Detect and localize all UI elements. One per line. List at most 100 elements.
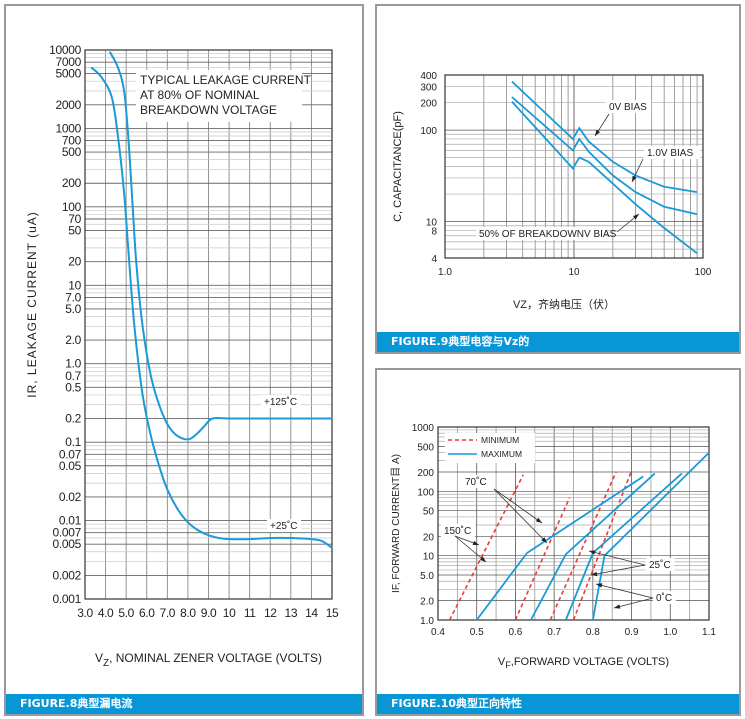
y-tick-label: 5.0 [65, 302, 81, 316]
y-tick-label: 0.2 [65, 412, 81, 426]
temp-label-70c-bg [462, 475, 491, 488]
series-label-1v-bias-bg [644, 146, 701, 159]
legend-bg [445, 433, 535, 463]
series-label-50pct-bias-bg [476, 227, 606, 240]
pointer-150c-b-head [479, 556, 486, 562]
x-tick-label: 15 [326, 606, 339, 620]
series-line-plus125c [108, 51, 332, 441]
annotation-bg [136, 70, 302, 122]
figure-8-caption: FIGURE.8典型漏电流 [6, 694, 362, 714]
temp-label-0c-bg [653, 591, 676, 604]
y-tick-label: 2000 [56, 98, 82, 112]
y-axis-title: IR, LEAKAGE CURRENT (uA) [25, 211, 39, 397]
pointer-70c-b [493, 488, 548, 544]
y-tick-label: 0.7 [65, 369, 81, 383]
y-tick-label: 0.005 [52, 537, 81, 551]
series-line-0-c-maximum [592, 451, 710, 621]
pointer-25c-a [588, 550, 646, 566]
x-tick-label: 8.0 [180, 606, 196, 620]
x-axis-title: VZ，齐纳电压（伏） [513, 297, 615, 311]
x-tick-label: 1.1 [702, 627, 716, 638]
y-tick-label: 500 [417, 442, 434, 453]
y-tick-label: 0.07 [59, 447, 82, 461]
y-tick-label: 1.0 [420, 616, 434, 627]
figure-9-panel: 400 300 200 100 10 8 4 1.0 10 100 C, CAPACITANCE(p… [375, 4, 741, 354]
pointer-0v-bias-head [595, 129, 601, 136]
x-tick-label: 1.0 [438, 267, 452, 278]
y-tick-label: 100 [420, 126, 437, 137]
y-axis-title: IF, FORWARD CURRENT目 A) [391, 454, 402, 593]
y-tick-label: 10000 [49, 43, 81, 57]
temp-label-70c: 70˚C [465, 476, 487, 488]
pointer-0c-b [613, 597, 654, 609]
annotation-line: BREAKDOWN VOLTAGE [140, 103, 277, 117]
series-line-150-c-maximum [475, 475, 644, 621]
x-tick-label: 3.0 [77, 606, 93, 620]
series-label-1v-bias: 1.0V BIAS [647, 148, 693, 159]
y-tick-label: 0.002 [52, 568, 81, 582]
series-label-plus125c: +125˚C [264, 396, 297, 408]
series-label-0v-bias: 0V BIAS [609, 102, 647, 113]
pointer-70c-a [493, 488, 543, 524]
y-tick-label: 300 [420, 82, 437, 93]
y-tick-label: 4 [431, 254, 437, 265]
y-axis-title: C, CAPACITANCE(pF) [392, 111, 404, 222]
pointer-50pct-bias-head [632, 214, 639, 220]
y-tick-label: 10 [68, 278, 81, 292]
y-tick-label: 500 [62, 145, 82, 159]
x-tick-label: 12 [264, 606, 277, 620]
series-label-plus25c: +25˚C [270, 520, 298, 532]
x-tick-label: 9.0 [201, 606, 217, 620]
y-tick-label: 200 [420, 99, 437, 110]
series-label-50pct-bias: 50% OF BREAKDOWNV BIAS [479, 229, 617, 240]
pointer-150c-b [454, 535, 487, 563]
pointer-70c-b-head [541, 537, 547, 543]
y-tick-label: 400 [420, 71, 437, 82]
figure-10-panel: 1000 500 200 100 50 20 10 5.0 2.0 1.0 0.4 0.5 0.6 0.7… [375, 368, 741, 716]
y-tick-label: 0.02 [59, 490, 82, 504]
pointer-0c-a-head [596, 583, 603, 588]
series-label-0v-bias-bg [606, 100, 652, 113]
series-line-70-c-maximum [530, 472, 656, 621]
x-tick-label: 11 [244, 606, 256, 620]
plot-frame [444, 74, 704, 259]
y-tick-label: 2.0 [65, 333, 81, 347]
y-tick-label: 7000 [56, 55, 82, 69]
x-tick-label: 0.7 [547, 627, 561, 638]
y-tick-label: 7.0 [65, 290, 81, 304]
x-axis-title: VF,FORWARD VOLTAGE (VOLTS) [498, 656, 669, 670]
x-tick-label: 10 [568, 267, 580, 278]
x-tick-label: 4.0 [98, 606, 114, 620]
series-line-70-c-minimum [514, 497, 571, 621]
temp-label-150c: 150˚C [444, 525, 471, 537]
y-tick-label: 100 [417, 487, 434, 498]
annotation-line: TYPICAL LEAKAGE CURRENT [140, 73, 312, 87]
x-tick-label: 0.6 [508, 627, 522, 638]
annotation-line: AT 80% OF NOMINAL [140, 88, 260, 102]
y-tick-label: 8 [431, 226, 437, 237]
y-tick-label: 10 [426, 218, 438, 229]
figure-10-caption: FIGURE.10典型正向特性 [377, 694, 739, 714]
y-tick-label: 100 [62, 200, 82, 214]
pointer-0c-a [595, 583, 654, 599]
y-tick-label: 0.001 [52, 592, 81, 606]
y-tick-label: 1.0 [65, 357, 81, 371]
y-tick-label: 200 [62, 176, 82, 190]
pointer-150c-a-head [472, 540, 479, 545]
x-tick-label: 100 [695, 267, 712, 278]
series-label-plus125c-bg [261, 395, 301, 408]
y-tick-label: 0.1 [65, 435, 81, 449]
pointer-70c-a-head [535, 517, 542, 523]
plot-frame [84, 49, 333, 600]
y-tick-label: 0.05 [59, 459, 82, 473]
figure-9-caption: FIGURE.9典型电容与Vz的 [377, 332, 739, 352]
y-tick-label: 1000 [56, 121, 82, 135]
x-axis-title: VZ, NOMINAL ZENER VOLTAGE (VOLTS) [95, 651, 322, 669]
y-tick-label: 70 [68, 212, 81, 226]
y-tick-label: 20 [423, 532, 435, 543]
y-tick-label: 5000 [56, 67, 82, 81]
series-line-50pct-bias [511, 100, 698, 255]
pointer-0c-b-head [614, 604, 621, 609]
figure-8-panel: 10000 7000 5000 2000 1000 700 500 200 100 70 50 20 1… [4, 4, 364, 716]
